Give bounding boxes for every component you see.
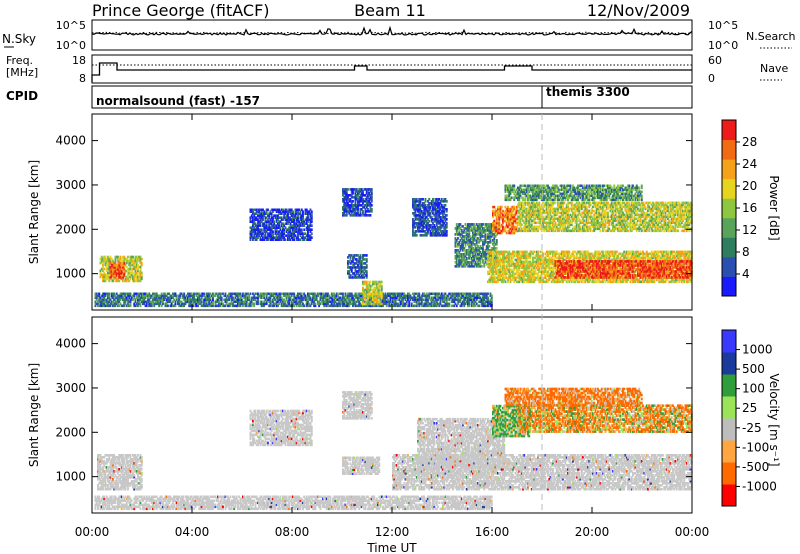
- scatter-cell: [422, 299, 424, 302]
- nave-tick-bottom: 0: [708, 72, 715, 85]
- scatter-cell: [315, 303, 317, 306]
- scatter-cell: [381, 281, 383, 284]
- scatter-cell: [311, 224, 313, 227]
- scatter-cell: [285, 238, 287, 241]
- scatter-cell: [132, 256, 134, 259]
- scatter-cell: [302, 210, 304, 213]
- cpid-mode-2: themis 3300: [546, 85, 630, 99]
- scatter-cell: [371, 303, 373, 306]
- scatter-cell: [293, 293, 295, 296]
- scatter-cell: [250, 293, 252, 296]
- scatter-cell: [272, 230, 274, 233]
- noise-right-tick-bottom: 10^0: [708, 39, 738, 52]
- scatter-cell: [141, 258, 143, 261]
- scatter-cell: [370, 281, 372, 284]
- scatter-cell: [108, 293, 110, 296]
- scatter-cell: [167, 305, 169, 308]
- scatter-cell: [103, 268, 105, 271]
- station-title: Prince George (fitACF): [92, 1, 270, 20]
- noise-traces: [92, 28, 692, 35]
- scatter-cell: [416, 234, 418, 237]
- scatter-cell: [203, 293, 205, 296]
- freq-tick-top: 18: [72, 54, 86, 67]
- freq-label-2: [MHz]: [6, 66, 38, 79]
- scatter-cell: [267, 209, 269, 212]
- scatter-cell: [370, 214, 372, 217]
- scatter-cell: [141, 272, 143, 275]
- scatter-cell: [273, 220, 275, 223]
- noise-left-label: N.Sky: [2, 32, 36, 46]
- scatter-cell: [311, 236, 313, 239]
- scatter-cell: [487, 293, 489, 296]
- scatter-cell: [425, 198, 427, 201]
- scatter-cell: [292, 210, 294, 213]
- scatter-cell: [428, 198, 430, 201]
- scatter-cell: [347, 188, 349, 191]
- nave-tick-top: 60: [708, 54, 722, 67]
- scatter-cell: [366, 264, 368, 267]
- scatter-cell: [183, 293, 185, 296]
- scatter-cell: [303, 305, 305, 308]
- scatter-cell: [301, 293, 303, 296]
- scatter-cell: [225, 293, 227, 296]
- power-heatmap: [95, 185, 693, 308]
- noise-sky-line: [92, 28, 692, 35]
- cpid-mode-1: normalsound (fast) -157: [96, 94, 260, 108]
- scatter-cell: [311, 228, 313, 231]
- scatter-cell: [371, 208, 373, 211]
- scatter-cell: [303, 228, 305, 231]
- noise-left-tick-bottom: 10^0: [56, 39, 86, 52]
- scatter-cell: [371, 188, 373, 191]
- scatter-cell: [123, 268, 125, 271]
- freq-traces: [92, 63, 692, 82]
- scatter-cell: [366, 258, 368, 261]
- scatter-cell: [366, 270, 368, 273]
- scatter-cell: [362, 210, 364, 213]
- freq-line: [92, 63, 692, 82]
- scatter-cell: [123, 262, 125, 265]
- scatter-cell: [301, 228, 303, 231]
- radar-summary-plot: Prince George (fitACF) Beam 11 12/Nov/20…: [0, 0, 800, 554]
- freq-panel: [92, 55, 692, 83]
- noise-left-tick-top: 10^5: [56, 19, 86, 32]
- scatter-cell: [253, 303, 255, 306]
- scatter-cell: [381, 285, 383, 288]
- freq-tick-bottom: 8: [79, 72, 86, 85]
- scatter-cell: [127, 256, 129, 259]
- scatter-cell: [491, 295, 493, 298]
- noise-right-tick-top: 10^5: [708, 19, 738, 32]
- scatter-cell: [371, 204, 373, 207]
- scatter-cell: [487, 297, 489, 300]
- scatter-cell: [366, 281, 368, 284]
- cpid-label: CPID: [6, 89, 38, 103]
- scatter-cell: [311, 232, 313, 235]
- scatter-cell: [366, 254, 368, 257]
- scatter-cell: [261, 228, 263, 231]
- scatter-cell: [381, 303, 383, 306]
- scatter-cell: [311, 210, 313, 213]
- noise-right-label: N.Search: [746, 30, 796, 43]
- beam-title: Beam 11: [354, 1, 426, 20]
- nave-label: Nave: [760, 62, 788, 75]
- scatter-cell: [478, 305, 480, 308]
- scatter-cell: [448, 303, 450, 306]
- scatter-cell: [352, 200, 354, 203]
- scatter-cell: [98, 293, 100, 296]
- date-title: 12/Nov/2009: [587, 1, 690, 20]
- scatter-cell: [342, 293, 344, 296]
- scatter-cell: [221, 297, 223, 300]
- scatter-cell: [428, 220, 430, 223]
- scatter-cell: [422, 198, 424, 201]
- scatter-cell: [176, 295, 178, 298]
- scatter-cell: [418, 293, 420, 296]
- scatter-cell: [141, 262, 143, 265]
- scatter-cell: [130, 293, 132, 296]
- scatter-cell: [432, 198, 434, 201]
